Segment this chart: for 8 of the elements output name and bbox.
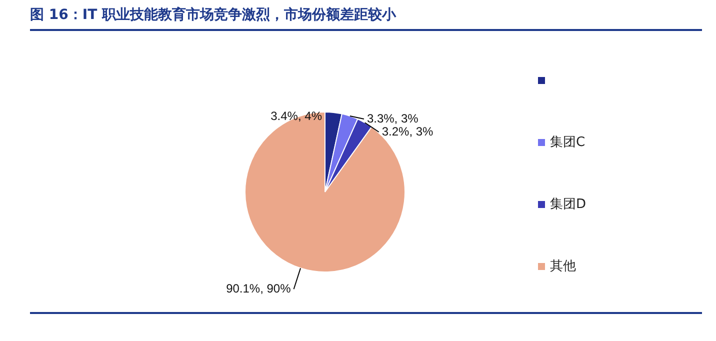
data-label: 90.1%, 90% <box>226 281 292 296</box>
data-label: 3.2%, 3% <box>382 124 434 138</box>
legend-label: 集团D <box>550 196 586 213</box>
chart-title: 图 16：IT 职业技能教育市场竞争激烈，市场份额差距较小 <box>30 6 396 24</box>
legend-label: 其他 <box>550 258 576 275</box>
legend-label: 集团C <box>550 134 586 151</box>
data-label: 3.4%, 4% <box>270 108 322 123</box>
data-label: 3.3%, 3% <box>366 111 419 126</box>
